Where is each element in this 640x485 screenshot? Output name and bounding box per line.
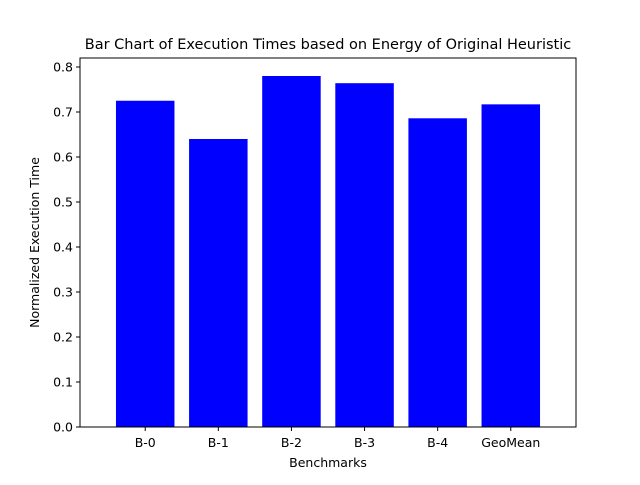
bars-group <box>115 76 541 428</box>
x-tick-label: B-3 <box>354 435 375 450</box>
bar-b-0 <box>115 100 175 427</box>
x-tick-label: B-1 <box>208 435 229 450</box>
plot-frame <box>79 57 577 428</box>
x-axis-ticks: B-0 B-1 B-2 B-3 B-4 GeoMean <box>135 427 540 450</box>
y-axis-label: Normalized Execution Time <box>27 157 42 328</box>
x-tick-label: B-0 <box>135 435 156 450</box>
bar-b-1 <box>189 139 248 427</box>
x-tick-label: GeoMean <box>481 435 540 450</box>
bar-geomean <box>481 104 541 427</box>
y-tick-label: 0.0 <box>53 420 73 435</box>
y-tick-label: 0.7 <box>53 105 73 120</box>
x-tick-label: B-2 <box>281 435 302 450</box>
y-tick-label: 0.6 <box>53 150 73 165</box>
y-tick-label: 0.5 <box>53 195 73 210</box>
y-axis-ticks: 0.0 0.1 0.2 0.3 0.4 0.5 0.6 0.7 0.8 <box>53 60 80 435</box>
x-tick-label: B-4 <box>427 435 448 450</box>
y-tick-label: 0.8 <box>53 60 73 75</box>
bar-b-4 <box>408 118 467 428</box>
y-tick-label: 0.1 <box>53 375 73 390</box>
y-tick-label: 0.2 <box>53 330 73 345</box>
x-axis-label: Benchmarks <box>289 455 367 470</box>
chart-title: Bar Chart of Execution Times based on En… <box>85 37 571 53</box>
y-tick-label: 0.3 <box>53 285 73 300</box>
y-tick-label: 0.4 <box>53 240 73 255</box>
bar-b-3 <box>335 83 394 427</box>
bar-b-2 <box>262 76 321 427</box>
